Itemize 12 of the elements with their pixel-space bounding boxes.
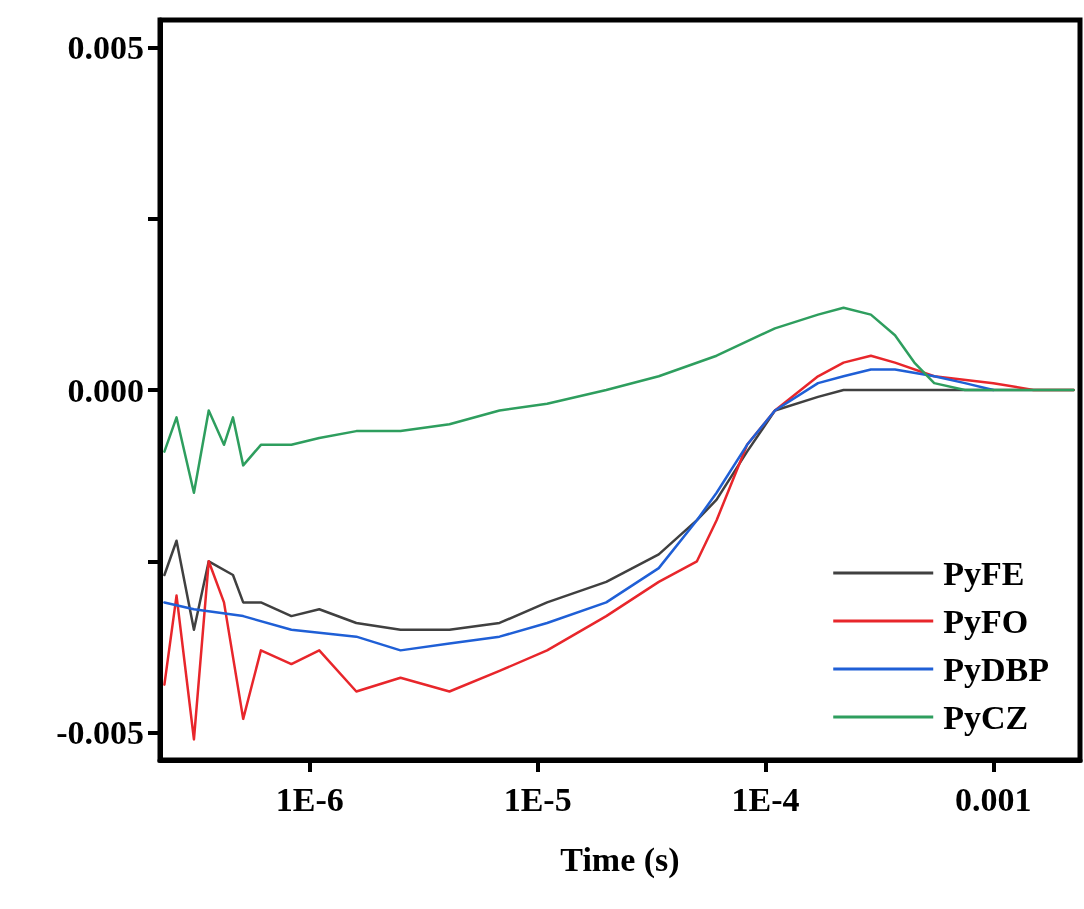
y-tick-label: 0.000 bbox=[67, 371, 144, 409]
x-axis-title: Time (s) bbox=[560, 840, 680, 879]
legend-label: PyCZ bbox=[943, 698, 1029, 736]
legend-label: PyDBP bbox=[943, 650, 1050, 688]
x-tick-label: 1E-5 bbox=[503, 780, 572, 818]
y-tick-label: 0.005 bbox=[67, 28, 144, 66]
legend-label: PyFO bbox=[943, 602, 1029, 640]
y-tick-label: -0.005 bbox=[56, 714, 144, 752]
legend-label: PyFE bbox=[943, 554, 1025, 592]
x-tick-label: 0.001 bbox=[955, 780, 1032, 818]
x-tick-label: 1E-6 bbox=[275, 780, 344, 818]
x-tick-label: 1E-4 bbox=[731, 780, 800, 818]
